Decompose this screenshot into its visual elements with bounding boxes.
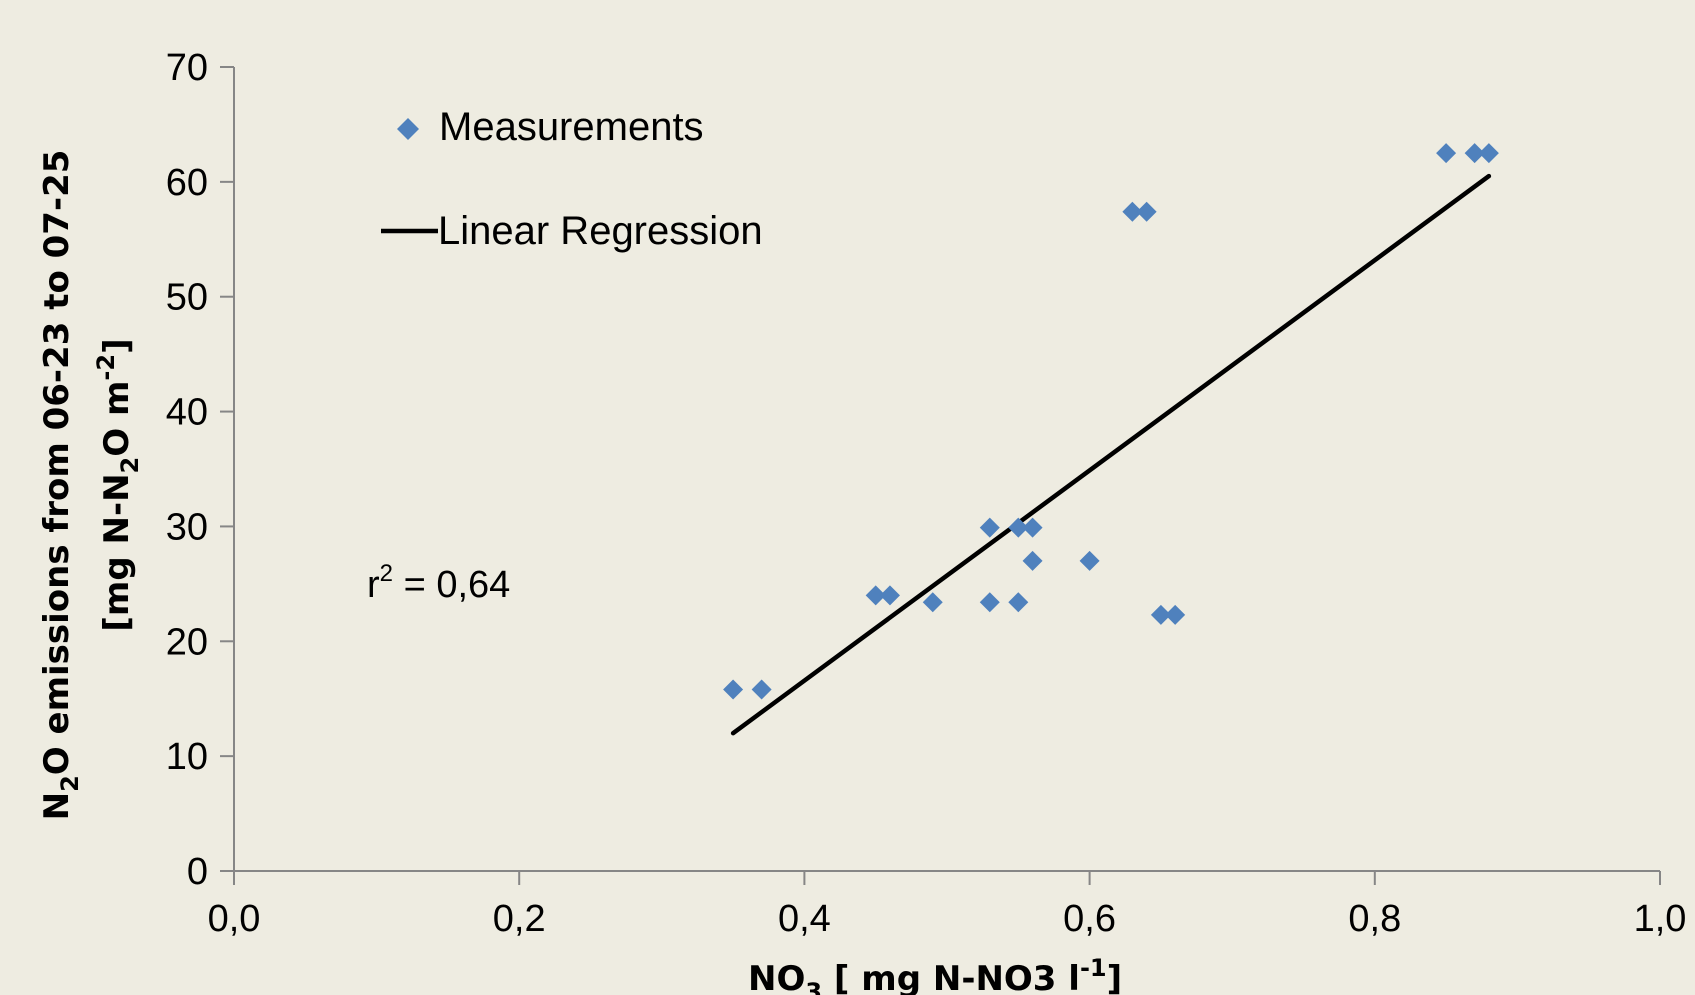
axes [233, 67, 1660, 872]
regression-line [730, 173, 1492, 736]
r-squared-prefix: r [367, 564, 380, 606]
r-squared-annotation: r2 = 0,64 [367, 560, 510, 606]
data-point [1436, 143, 1457, 164]
data-point [865, 585, 886, 606]
y-tick-label: 60 [166, 162, 208, 204]
data-point [1122, 201, 1143, 222]
data-point [1165, 604, 1186, 625]
x-tick-label: 0,0 [208, 898, 261, 940]
y-axis-title-line1: N2O emissions from 06-23 to 07-25 [37, 150, 84, 821]
data-point [1022, 517, 1043, 538]
r-squared-value: = 0,64 [393, 564, 510, 606]
data-point [1008, 517, 1029, 538]
data-point [979, 517, 1000, 538]
y-tick-label: 50 [166, 277, 208, 319]
data-point [723, 679, 744, 700]
legend-label-measurements: Measurements [439, 105, 704, 149]
data-point [1478, 143, 1499, 164]
x-tick-label: 0,2 [493, 898, 546, 940]
data-point [979, 592, 1000, 613]
data-point [1464, 143, 1485, 164]
x-axis-title: NO3 [ mg N-NO3 l-1] [748, 954, 1122, 995]
x-tick-label: 0,6 [1063, 898, 1116, 940]
data-point [751, 679, 772, 700]
data-point [1150, 604, 1171, 625]
data-points [723, 143, 1499, 700]
r-squared-superscript: 2 [380, 560, 393, 587]
legend-marker-measurements [397, 118, 419, 140]
y-tick-label: 0 [187, 851, 208, 893]
legend-label-regression: Linear Regression [438, 209, 763, 253]
y-axis-title: N2O emissions from 06-23 to 07-25 [mg N-… [37, 150, 144, 821]
data-point [1022, 550, 1043, 571]
x-tick-label: 0,4 [778, 898, 831, 940]
y-axis-title-line2: [mg N-N2O m-2] [92, 338, 144, 631]
x-tick-label: 1,0 [1634, 898, 1687, 940]
y-axis-ticks: 0 10 20 30 40 50 60 70 [166, 47, 234, 893]
y-tick-label: 10 [166, 736, 208, 778]
data-point [1079, 550, 1100, 571]
y-tick-label: 30 [166, 506, 208, 548]
data-point [922, 592, 943, 613]
x-tick-label: 0,8 [1348, 898, 1401, 940]
y-tick-label: 70 [166, 47, 208, 89]
data-point [879, 585, 900, 606]
regression-line-group [730, 173, 1492, 736]
y-tick-label: 40 [166, 392, 208, 434]
legend: Measurements Linear Regression [381, 105, 763, 253]
data-point [1136, 201, 1157, 222]
data-point [1008, 592, 1029, 613]
x-axis-ticks: 0,0 0,2 0,4 0,6 0,8 1,0 [208, 871, 1687, 940]
y-tick-label: 20 [166, 621, 208, 663]
